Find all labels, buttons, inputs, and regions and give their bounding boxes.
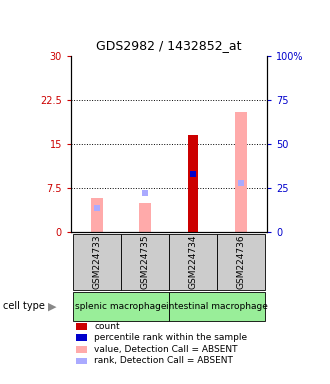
Bar: [188, 135, 198, 232]
Text: count: count: [94, 322, 120, 331]
Bar: [217, 234, 265, 290]
Text: GSM224733: GSM224733: [93, 235, 102, 290]
Text: GSM224734: GSM224734: [188, 235, 198, 289]
Bar: [73, 234, 121, 290]
Text: value, Detection Call = ABSENT: value, Detection Call = ABSENT: [94, 345, 238, 354]
Bar: [91, 198, 103, 232]
Text: GSM224735: GSM224735: [141, 235, 150, 290]
Bar: [139, 203, 151, 232]
Bar: [169, 234, 217, 290]
Text: ▶: ▶: [48, 301, 56, 311]
Bar: [235, 112, 247, 232]
Text: splenic macrophage: splenic macrophage: [76, 302, 167, 311]
Bar: [169, 292, 265, 321]
Bar: [73, 292, 169, 321]
Text: intestinal macrophage: intestinal macrophage: [166, 302, 268, 311]
Title: GDS2982 / 1432852_at: GDS2982 / 1432852_at: [96, 39, 242, 52]
Bar: [121, 234, 169, 290]
Text: rank, Detection Call = ABSENT: rank, Detection Call = ABSENT: [94, 356, 233, 366]
Text: GSM224736: GSM224736: [237, 235, 246, 290]
Text: cell type: cell type: [3, 301, 45, 311]
Text: percentile rank within the sample: percentile rank within the sample: [94, 333, 247, 343]
